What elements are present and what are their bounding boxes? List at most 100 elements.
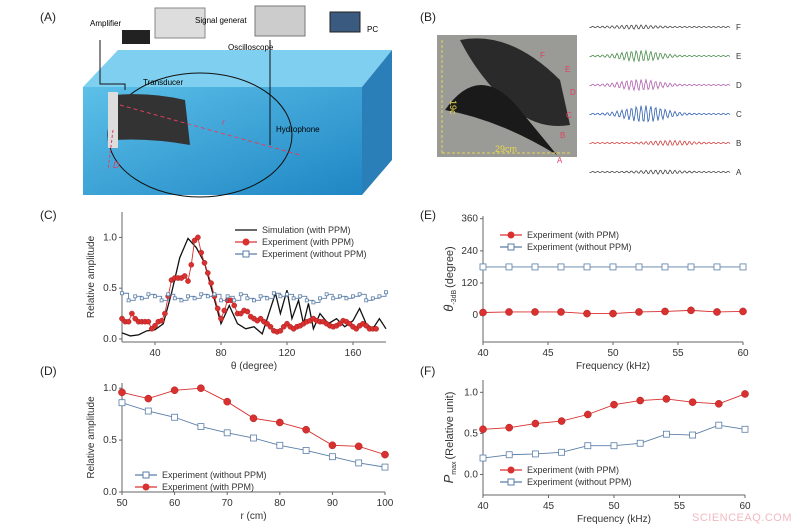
x-axis-label: Frequency (kHz) bbox=[576, 361, 650, 372]
data-point bbox=[636, 396, 645, 405]
x-tick-label: 80 bbox=[274, 498, 286, 509]
y-tick-label: 0 bbox=[472, 310, 478, 321]
data-point bbox=[204, 270, 211, 276]
data-point bbox=[661, 263, 669, 271]
waveform-A bbox=[589, 169, 731, 175]
transducer-label: Transducer bbox=[143, 78, 184, 87]
data-point bbox=[337, 294, 342, 299]
data-point bbox=[145, 318, 152, 325]
panel-label-c: (C) bbox=[40, 208, 57, 222]
data-point bbox=[245, 296, 250, 301]
legend-marker bbox=[142, 471, 150, 479]
data-point bbox=[687, 263, 695, 271]
data-point bbox=[557, 263, 565, 271]
beam-line bbox=[119, 104, 301, 156]
y-tick-label: 0.0 bbox=[103, 487, 117, 498]
data-point bbox=[208, 280, 214, 286]
photo-point-label: F bbox=[540, 51, 545, 60]
data-point bbox=[715, 400, 723, 408]
data-point bbox=[610, 442, 618, 450]
amplifier-label: Amplifier bbox=[90, 19, 121, 28]
data-point bbox=[192, 296, 197, 301]
photo-and-waveforms: 19c 29cm A B C D E F F E D C B A bbox=[437, 23, 742, 177]
data-point bbox=[298, 294, 303, 299]
data-point bbox=[276, 441, 284, 449]
data-point bbox=[505, 451, 513, 459]
data-point bbox=[271, 291, 276, 296]
data-point bbox=[715, 421, 723, 429]
y-label-rest: (degree) bbox=[444, 246, 456, 288]
data-point bbox=[198, 249, 204, 256]
legend-marker bbox=[507, 243, 515, 251]
transducer-mount bbox=[108, 92, 118, 148]
data-point bbox=[479, 308, 487, 317]
pc-label: PC bbox=[367, 25, 378, 34]
data-point bbox=[661, 307, 669, 316]
x-tick-label: 55 bbox=[674, 501, 686, 512]
data-point bbox=[172, 296, 177, 301]
data-point bbox=[364, 298, 369, 303]
x-tick-label: 60 bbox=[739, 501, 751, 512]
data-point bbox=[532, 450, 539, 458]
watermark: SCIENCEAQ.COM bbox=[691, 512, 792, 524]
waveform-label: B bbox=[736, 139, 741, 148]
data-point bbox=[381, 450, 389, 459]
data-point bbox=[531, 419, 540, 428]
oscilloscope-label: Oscilloscope bbox=[228, 43, 274, 52]
data-point bbox=[179, 298, 184, 303]
data-point bbox=[166, 292, 171, 297]
x-tick-label: 55 bbox=[672, 348, 684, 359]
data-point bbox=[636, 439, 644, 447]
y-label-sub: -3dB bbox=[451, 290, 458, 305]
y-tick-label: 0.5 bbox=[464, 428, 478, 439]
data-point bbox=[223, 397, 231, 406]
data-point bbox=[285, 292, 289, 297]
data-point bbox=[171, 413, 179, 421]
photo-point-label: D bbox=[570, 88, 576, 97]
data-point bbox=[199, 292, 204, 297]
photo-point-label: C bbox=[566, 111, 572, 120]
x-tick-label: 70 bbox=[222, 498, 234, 509]
data-point bbox=[355, 459, 363, 467]
data-point bbox=[311, 300, 316, 305]
data-point bbox=[558, 448, 565, 456]
data-point bbox=[357, 292, 362, 297]
data-point bbox=[713, 308, 721, 316]
y-tick-label: 0.5 bbox=[103, 283, 117, 294]
data-point bbox=[531, 263, 539, 271]
data-point bbox=[133, 294, 138, 299]
signal-generator-label: Signal generat bbox=[195, 16, 247, 25]
y-label-main: θ bbox=[441, 305, 456, 312]
waveform-D bbox=[589, 78, 731, 92]
photo-point-label: A bbox=[557, 156, 563, 165]
setup-illustration: Amplifier Signal generat Oscilloscope PC… bbox=[83, 5, 392, 198]
x-tick-label: 45 bbox=[542, 348, 554, 359]
data-point bbox=[302, 447, 310, 454]
x-tick-label: 90 bbox=[327, 498, 339, 509]
tank-side bbox=[362, 50, 392, 195]
legend-label: Experiment (with PPM) bbox=[262, 237, 354, 247]
data-point bbox=[197, 423, 205, 431]
panel-label-d: (D) bbox=[40, 364, 57, 378]
waveform-label: D bbox=[736, 81, 742, 90]
waveform-C bbox=[589, 105, 731, 123]
data-point bbox=[304, 298, 309, 303]
data-point bbox=[318, 296, 322, 301]
chart-C: 40 80 120 160 0.0 0.5 1.0 θ (degree) Relative am… bbox=[86, 212, 388, 372]
data-point bbox=[231, 302, 237, 309]
data-point bbox=[505, 308, 513, 316]
x-tick-label: 50 bbox=[607, 348, 619, 359]
data-point bbox=[139, 296, 144, 301]
data-point bbox=[118, 399, 126, 407]
hydrophone-label: Hydrophone bbox=[276, 125, 320, 134]
amplifier-cable bbox=[99, 40, 126, 90]
data-point bbox=[331, 296, 336, 301]
data-point bbox=[583, 309, 591, 318]
data-point bbox=[170, 386, 179, 395]
data-point bbox=[146, 292, 151, 297]
data-point bbox=[244, 308, 251, 315]
data-point bbox=[609, 309, 617, 318]
series-line bbox=[482, 424, 746, 459]
data-point bbox=[662, 395, 671, 403]
